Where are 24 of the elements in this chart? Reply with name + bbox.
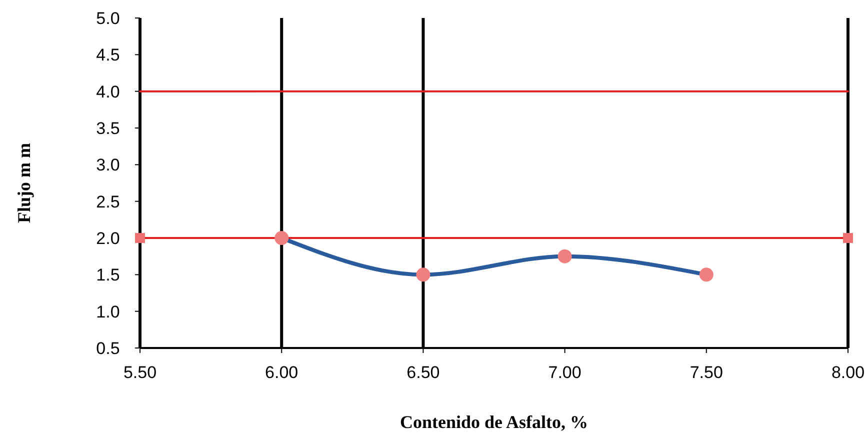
point	[558, 249, 572, 264]
x-tick-label: 6.00	[265, 363, 298, 382]
point	[843, 233, 853, 243]
y-axis-title: Flujo m m	[14, 143, 34, 223]
x-tick-label: 7.50	[690, 363, 723, 382]
y-tick-label: 2.5	[96, 192, 120, 212]
x-tick-label: 6.50	[406, 363, 440, 382]
x-tick-label: 5.50	[123, 363, 157, 382]
y-tick-label: 2.0	[96, 228, 120, 248]
x-tick-label: 7.00	[548, 363, 582, 382]
y-tick-label: 4.0	[96, 82, 120, 102]
y-tick-label: 1.0	[96, 302, 120, 322]
y-tick-label: 3.0	[96, 156, 120, 175]
point	[699, 268, 714, 282]
point	[274, 231, 289, 245]
x-tick-label: 8.00	[831, 363, 865, 382]
y-tick-label: 1.5	[96, 266, 120, 285]
y-tick-label: 5.0	[96, 8, 120, 28]
point	[135, 233, 145, 243]
point	[416, 268, 430, 282]
y-tick-label: 0.5	[96, 338, 120, 358]
x-axis-title: Contenido de Asfalto, %	[400, 412, 588, 432]
y-tick-label: 4.5	[96, 46, 120, 65]
y-tick-label: 3.5	[96, 118, 120, 138]
